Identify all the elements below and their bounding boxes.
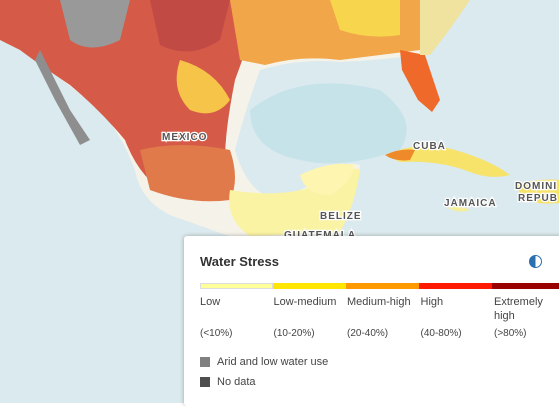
- map-label: REPUB: [518, 193, 558, 204]
- baja: [35, 50, 90, 145]
- toggle-icon[interactable]: [529, 255, 542, 268]
- color-swatch: [200, 283, 273, 289]
- arid: [60, 0, 130, 48]
- legend-text: No data: [217, 376, 256, 388]
- class-label: Extremely high: [494, 296, 543, 322]
- legend-panel: Water Stress Low (<10%) Low-medium (10-20%)…: [184, 236, 559, 406]
- land: [420, 0, 470, 55]
- map-label: BELIZE: [320, 211, 362, 222]
- region: [140, 145, 235, 202]
- class-range: (<10%): [200, 328, 233, 339]
- swatch: [200, 357, 210, 367]
- color-swatch: [419, 283, 492, 289]
- map-label: MEXICO: [162, 132, 207, 143]
- legend-item: No data: [200, 376, 256, 388]
- class-label: High: [420, 296, 444, 308]
- cuba-west: [385, 149, 415, 161]
- swatch: [200, 377, 210, 387]
- florida: [400, 50, 440, 112]
- class-label: Medium-high: [347, 296, 411, 308]
- class-range: (20-40%): [347, 328, 389, 339]
- map-label: CUBA: [413, 141, 446, 152]
- color-bar: [200, 283, 559, 289]
- map-label: JAMAICA: [444, 198, 497, 209]
- map-label: DOMINI: [515, 181, 557, 192]
- gulf-deep: [250, 83, 407, 164]
- region: [330, 0, 400, 37]
- region: [150, 0, 230, 52]
- legend-item: Arid and low water use: [200, 356, 328, 368]
- legend-title: Water Stress: [200, 254, 279, 269]
- class-label: Low-medium: [273, 296, 337, 308]
- color-swatch: [273, 283, 346, 289]
- class-range: (10-20%): [273, 328, 315, 339]
- class-label: Low: [200, 296, 221, 308]
- class-range: (>80%): [494, 328, 527, 339]
- region: [176, 60, 230, 114]
- color-swatch: [346, 283, 419, 289]
- yucatan: [300, 163, 355, 195]
- jamaica: [448, 206, 470, 212]
- legend-text: Arid and low water use: [217, 356, 329, 368]
- hispaniola: [515, 179, 559, 204]
- cuba: [385, 146, 510, 177]
- color-swatch: [492, 283, 559, 289]
- class-range: (40-80%): [420, 328, 462, 339]
